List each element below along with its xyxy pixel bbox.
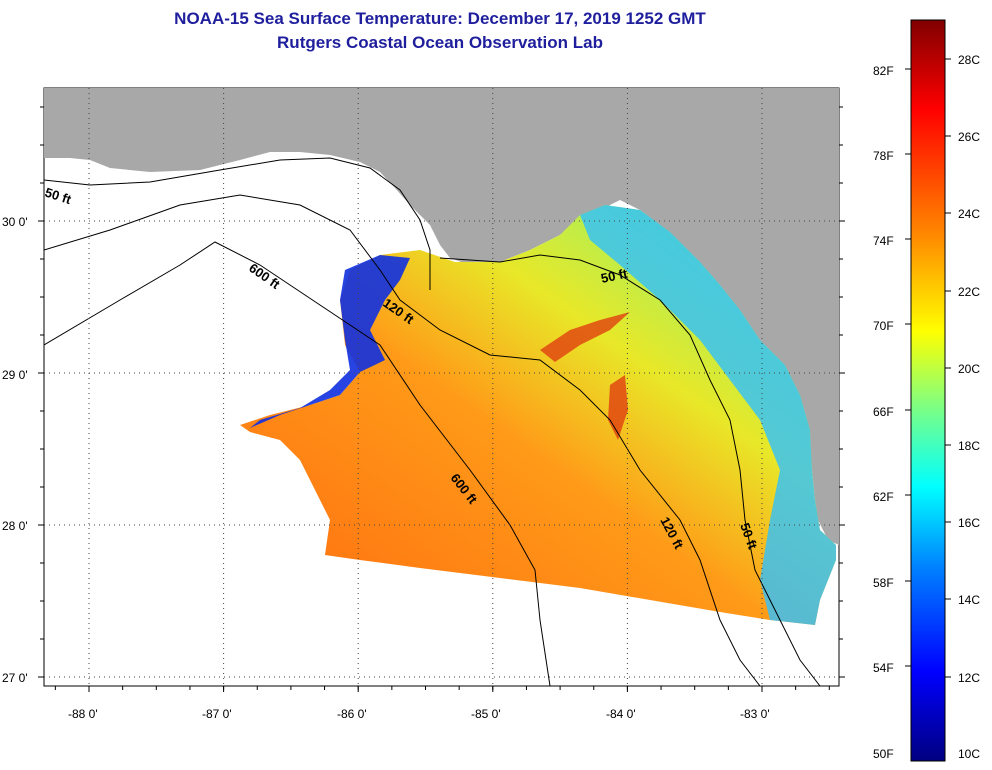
colorbar-f-label: 82F [873, 64, 894, 78]
colorbar-c-label: 26C [958, 130, 980, 144]
contour-50ft-east [439, 254, 821, 686]
cold-water-patch [250, 255, 410, 428]
colorbar-c-label: 22C [958, 285, 980, 299]
colorbar-c-label: 24C [958, 207, 980, 221]
lat-tick-label: 28 0' [2, 519, 28, 533]
lon-tick-label: -84 0' [606, 707, 636, 721]
colorbar-c-label: 16C [958, 516, 980, 530]
contour-600ft [44, 241, 551, 686]
colorbar-f-label: 74F [873, 234, 894, 248]
colorbar-f-label: 70F [873, 319, 894, 333]
colorbar-c-label: 12C [958, 671, 980, 685]
lon-tick-label: -85 0' [471, 707, 501, 721]
colorbar-c-label: 28C [958, 53, 980, 67]
colorbar-f-label: 58F [873, 576, 894, 590]
colorbar-f-label: 62F [873, 490, 894, 504]
lon-tick-label: -86 0' [337, 707, 367, 721]
colorbar-f-label: 54F [873, 661, 894, 675]
colorbar-c-label: 20C [958, 362, 980, 376]
warm-streak [608, 375, 628, 440]
lon-tick-label: -87 0' [202, 707, 232, 721]
lon-tick-label: -88 0' [68, 707, 98, 721]
cool-water-patch [580, 205, 836, 625]
lat-tick-label: 29 0' [2, 368, 28, 382]
colorbar-f-label: 66F [873, 405, 894, 419]
map-title: NOAA-15 Sea Surface Temperature: Decembe… [174, 9, 706, 28]
colorbar-c-label: 18C [958, 439, 980, 453]
warm-streak [540, 312, 630, 362]
colorbar-f-label: 50F [873, 747, 894, 761]
contour-50ft-west [44, 157, 431, 290]
colorbar-f-label: 78F [873, 149, 894, 163]
lat-tick-label: 27 0' [2, 671, 28, 685]
contour-120ft [44, 194, 761, 686]
land-mass [44, 88, 839, 545]
contour-label: 50 ft [600, 266, 630, 286]
colorbar-c-label: 10C [958, 747, 980, 761]
colorbar-c-label: 14C [958, 593, 980, 607]
colorbar [910, 19, 946, 762]
map-subtitle: Rutgers Coastal Ocean Observation Lab [277, 33, 603, 52]
lon-tick-label: -83 0' [740, 707, 770, 721]
colorbar-ticks [905, 58, 951, 678]
graticule [38, 88, 845, 692]
lat-tick-label: 30 0' [2, 215, 28, 229]
